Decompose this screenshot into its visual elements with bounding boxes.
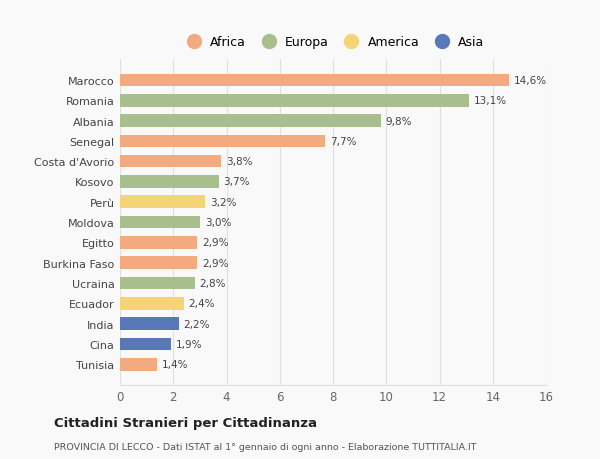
Bar [120, 95, 469, 107]
Text: 3,8%: 3,8% [226, 157, 253, 167]
Bar [120, 74, 509, 87]
Text: PROVINCIA DI LECCO - Dati ISTAT al 1° gennaio di ogni anno - Elaborazione TUTTIT: PROVINCIA DI LECCO - Dati ISTAT al 1° ge… [54, 442, 476, 451]
Text: 1,9%: 1,9% [175, 339, 202, 349]
Bar [120, 115, 381, 128]
Text: 14,6%: 14,6% [514, 76, 547, 86]
Bar [120, 176, 218, 188]
Bar [120, 318, 179, 330]
Bar [120, 297, 184, 310]
Text: 3,0%: 3,0% [205, 218, 231, 228]
Text: 3,2%: 3,2% [210, 197, 236, 207]
Text: 2,9%: 2,9% [202, 258, 229, 268]
Bar [120, 216, 200, 229]
Bar [120, 338, 170, 351]
Text: 3,7%: 3,7% [223, 177, 250, 187]
Text: 1,4%: 1,4% [162, 359, 188, 369]
Text: 2,4%: 2,4% [188, 299, 215, 308]
Bar [120, 196, 205, 209]
Text: Cittadini Stranieri per Cittadinanza: Cittadini Stranieri per Cittadinanza [54, 416, 317, 429]
Bar [120, 156, 221, 168]
Text: 7,7%: 7,7% [330, 137, 356, 146]
Bar [120, 277, 194, 290]
Text: 2,9%: 2,9% [202, 238, 229, 248]
Text: 2,2%: 2,2% [184, 319, 210, 329]
Text: 2,8%: 2,8% [199, 279, 226, 288]
Bar [120, 236, 197, 249]
Text: 9,8%: 9,8% [386, 116, 412, 126]
Bar [120, 358, 157, 371]
Text: 13,1%: 13,1% [473, 96, 507, 106]
Bar [120, 135, 325, 148]
Legend: Africa, Europa, America, Asia: Africa, Europa, America, Asia [179, 34, 487, 51]
Bar [120, 257, 197, 269]
